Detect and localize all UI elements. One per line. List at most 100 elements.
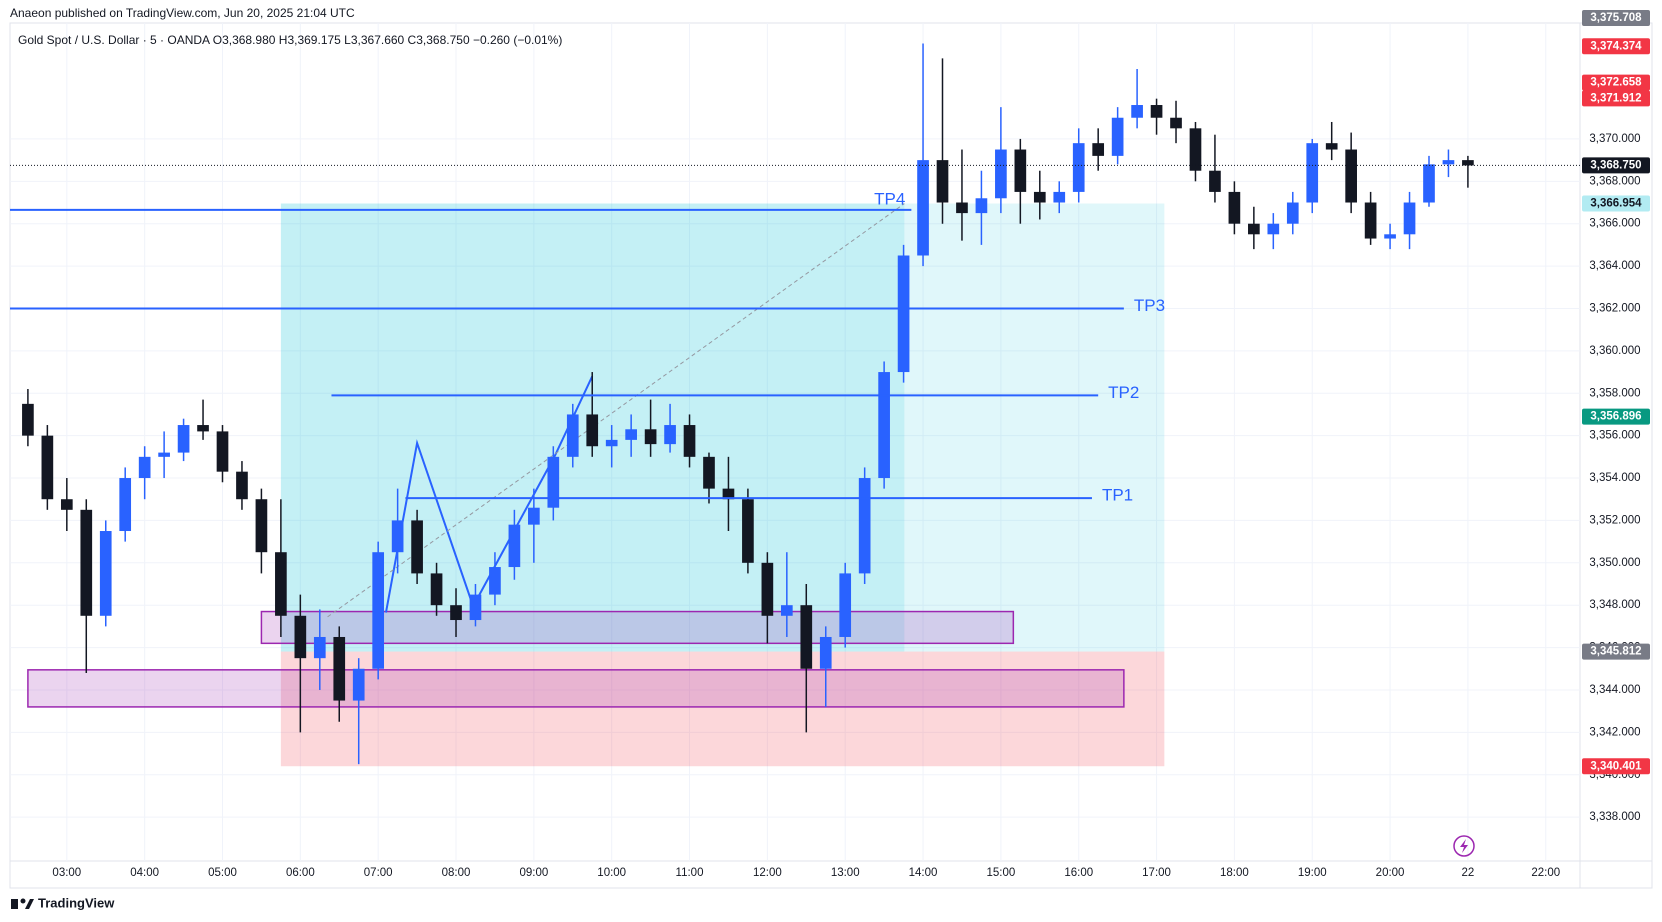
y-tick-label: 3,352.000 xyxy=(1589,514,1640,526)
candle-body xyxy=(975,198,988,214)
alert-icon[interactable] xyxy=(1453,835,1475,857)
y-tick-label: 3,342.000 xyxy=(1589,726,1640,738)
candle-body xyxy=(411,520,423,574)
candle-body xyxy=(1209,170,1221,192)
tp-label: TP1 xyxy=(1102,486,1133,505)
x-tick-label: 12:00 xyxy=(753,867,782,879)
candle-body xyxy=(430,573,443,606)
logo-text: TradingView xyxy=(38,895,115,910)
candle-body xyxy=(450,605,462,621)
candle-body xyxy=(80,509,93,616)
tp-label: TP4 xyxy=(874,189,905,208)
candle-body xyxy=(917,160,929,256)
candle-body xyxy=(236,471,248,500)
frame xyxy=(9,22,1653,889)
y-tick-label: 3,366.000 xyxy=(1589,218,1640,230)
y-tick-label: 3,362.000 xyxy=(1589,303,1640,315)
candle-body xyxy=(1131,105,1143,118)
candle-body xyxy=(352,668,365,701)
x-tick-label: 16:00 xyxy=(1064,867,1093,879)
candle-body xyxy=(956,202,968,214)
candle-body xyxy=(1286,202,1299,224)
price-label: 3,340.401 xyxy=(1590,760,1642,772)
candle-body xyxy=(819,636,832,669)
y-tick-label: 3,370.000 xyxy=(1589,133,1640,145)
y-tick-label: 3,338.000 xyxy=(1589,811,1640,823)
x-tick-label: 09:00 xyxy=(519,867,548,879)
x-tick-label: 10:00 xyxy=(597,867,626,879)
candle-body xyxy=(255,499,268,553)
x-tick-label: 17:00 xyxy=(1142,867,1171,879)
candle-body xyxy=(995,149,1007,199)
y-tick-label: 3,364.000 xyxy=(1589,260,1640,272)
y-tick-label: 3,344.000 xyxy=(1589,684,1640,696)
candle-body xyxy=(722,488,735,500)
zone xyxy=(280,651,1165,767)
candle-body xyxy=(508,524,521,568)
candle-body xyxy=(99,531,112,616)
price-label: 3,356.896 xyxy=(1590,411,1641,423)
x-tick-label: 19:00 xyxy=(1298,867,1327,879)
candle-body xyxy=(839,573,852,637)
price-label: 3,366.954 xyxy=(1590,198,1642,210)
y-tick-label: 3,348.000 xyxy=(1589,599,1640,611)
candle-body xyxy=(1442,160,1455,165)
x-tick-label: 22 xyxy=(1462,867,1475,879)
candle-body xyxy=(605,439,618,447)
price-label-box xyxy=(1582,758,1650,775)
price-label-box xyxy=(1582,408,1650,425)
candle-body xyxy=(1111,117,1124,156)
y-tick-label: 3,354.000 xyxy=(1589,472,1640,484)
candle-body xyxy=(528,507,540,525)
x-tick-label: 14:00 xyxy=(909,867,938,879)
candle-body xyxy=(391,520,404,553)
candle-body xyxy=(138,456,151,479)
zone xyxy=(280,203,1165,652)
author-line: Anaeon published on TradingView.com, Jun… xyxy=(10,6,355,20)
alert-circle[interactable] xyxy=(1453,835,1475,857)
candle-body xyxy=(216,431,229,472)
price-label-box xyxy=(1582,38,1650,55)
candle-body xyxy=(644,429,657,445)
drawing xyxy=(327,203,905,618)
candle-body xyxy=(1170,117,1182,129)
candle-body xyxy=(800,605,813,669)
price-label-box xyxy=(1582,90,1650,107)
y-tick-label: 3,350.000 xyxy=(1589,557,1640,569)
x-tick-label: 03:00 xyxy=(52,867,81,879)
x-tick-label: 05:00 xyxy=(208,867,237,879)
candle-body xyxy=(1345,149,1357,203)
candle-body xyxy=(1462,160,1474,166)
x-tick-label: 06:00 xyxy=(286,867,315,879)
candle-body xyxy=(1189,128,1202,171)
candle-body xyxy=(1228,191,1241,224)
y-tick-label: 3,360.000 xyxy=(1589,345,1640,357)
price-label-box xyxy=(1582,9,1650,26)
candle-body xyxy=(897,255,910,373)
zone xyxy=(260,610,1015,645)
x-tick-label: 11:00 xyxy=(676,867,704,879)
candle-body xyxy=(119,478,132,532)
price-label: 3,345.812 xyxy=(1590,646,1641,658)
candle-body xyxy=(566,414,579,457)
y-tick-label: 3,356.000 xyxy=(1589,430,1640,442)
candle-body xyxy=(683,425,696,457)
price-label-box xyxy=(1582,157,1650,174)
tp-label: TP2 xyxy=(1108,383,1139,402)
x-tick-label: 13:00 xyxy=(831,867,860,879)
alert-bolt[interactable] xyxy=(1460,839,1468,853)
candle-body xyxy=(1072,143,1085,192)
candle-body xyxy=(197,425,209,432)
plot-area: TP4 TP3 TP2 TP1 xyxy=(10,23,1580,861)
price-label: 3,371.912 xyxy=(1590,92,1641,104)
price-label: 3,375.708 xyxy=(1590,12,1642,24)
logo-mark xyxy=(11,899,18,909)
candle-body xyxy=(1014,149,1027,192)
zone xyxy=(27,669,1125,708)
candle-body xyxy=(1150,105,1163,118)
candle-body xyxy=(761,562,774,616)
candle-body xyxy=(1364,202,1377,239)
candle-body xyxy=(664,425,676,445)
y-tick-label: 3,358.000 xyxy=(1589,387,1640,399)
